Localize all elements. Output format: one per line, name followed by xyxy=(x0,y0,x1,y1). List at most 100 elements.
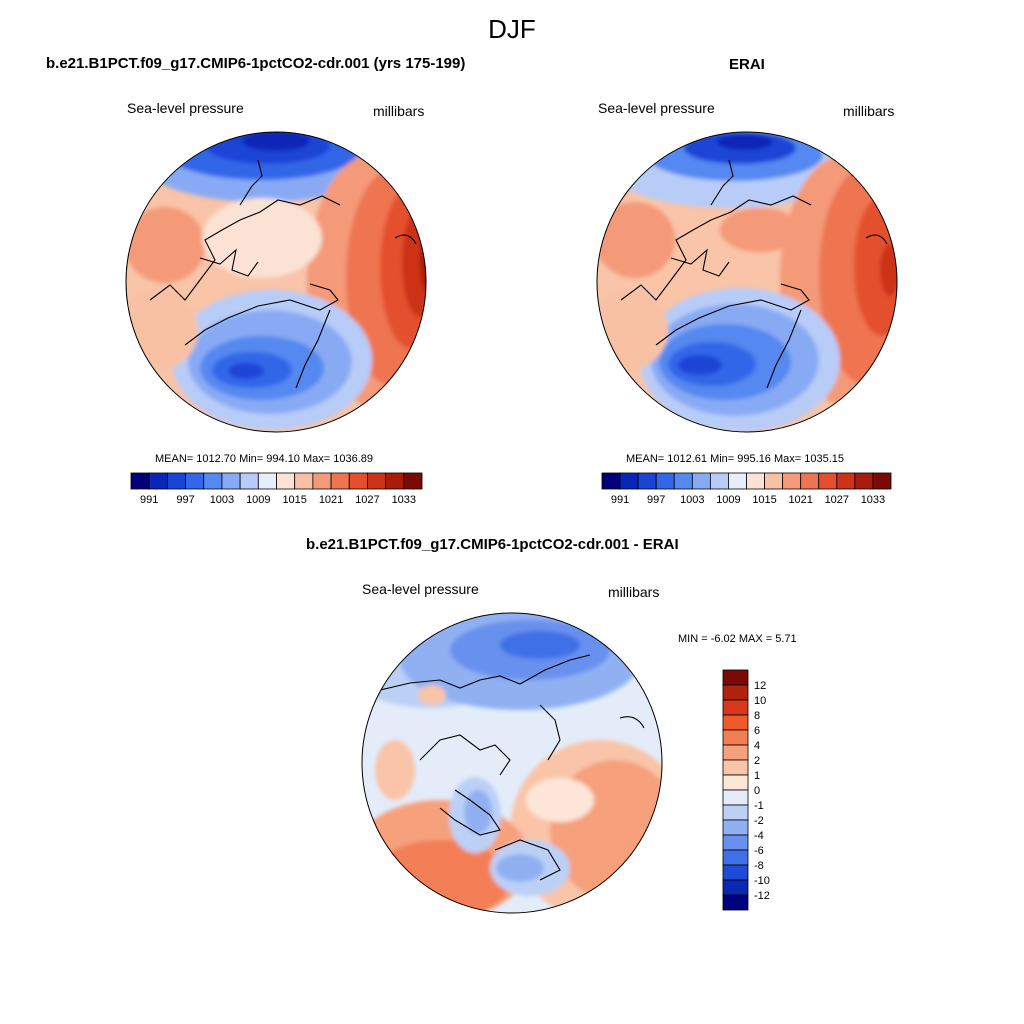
colorbar-difference-tick-label: -10 xyxy=(754,875,770,887)
colorbar-erai-swatch xyxy=(854,472,874,490)
colorbar-difference-tick-label: -12 xyxy=(754,890,770,902)
colorbar-difference-swatch xyxy=(722,789,749,806)
colorbar-model-swatch xyxy=(239,472,259,490)
colorbar-difference-swatch xyxy=(722,849,749,866)
colorbar-difference-swatch xyxy=(722,819,749,836)
colorbar-erai: 991 997 1003 1009 1015 1021 1027 1033 xyxy=(601,472,892,506)
colorbar-difference-swatch xyxy=(722,879,749,896)
colorbar-erai-swatch xyxy=(637,472,657,490)
panel2-left-label: Sea-level pressure xyxy=(598,100,715,116)
colorbar-model-swatch xyxy=(403,472,423,490)
colorbar-difference-tick-label: 4 xyxy=(754,740,760,752)
colorbar-difference-swatch xyxy=(722,804,749,821)
colorbar-erai-tick-label: 1027 xyxy=(825,494,849,506)
panel3-title: b.e21.B1PCT.f09_g17.CMIP6-1pctCO2-cdr.00… xyxy=(306,536,679,553)
colorbar-erai-tick-label: 1009 xyxy=(716,494,740,506)
polar-map-difference xyxy=(362,613,662,913)
colorbar-erai-swatch xyxy=(872,472,892,490)
colorbar-difference-swatch xyxy=(722,774,749,791)
polar-map-erai xyxy=(597,132,897,432)
colorbar-model-tick-label: 1003 xyxy=(210,494,234,506)
panel2-stats: MEAN= 1012.61 Min= 995.16 Max= 1035.15 xyxy=(626,453,845,465)
colorbar-difference-tick-label: 1 xyxy=(754,770,760,782)
colorbar-erai-tick-label: 997 xyxy=(647,494,665,506)
colorbar-erai-swatch xyxy=(709,472,729,490)
colorbar-erai-swatch xyxy=(764,472,784,490)
colorbar-model-swatch xyxy=(312,472,332,490)
colorbar-erai-swatch xyxy=(619,472,639,490)
colorbar-model-tick-label: 1015 xyxy=(282,494,306,506)
colorbar-difference-swatch xyxy=(722,744,749,761)
colorbar-erai-swatch xyxy=(782,472,802,490)
colorbar-difference-swatch xyxy=(722,699,749,716)
colorbar-difference-swatch xyxy=(722,834,749,851)
colorbar-model-tick-label: 1009 xyxy=(246,494,270,506)
colorbar-model: 991 997 1003 1009 1015 1021 1027 1033 xyxy=(130,472,423,506)
colorbar-erai-swatch xyxy=(818,472,838,490)
panel3-units: millibars xyxy=(608,584,660,600)
colorbar-difference-tick-label: 2 xyxy=(754,755,760,767)
colorbar-erai-swatch xyxy=(673,472,693,490)
panel1-left-label: Sea-level pressure xyxy=(127,100,244,116)
colorbar-model-swatch xyxy=(330,472,350,490)
colorbar-difference-tick-label: -6 xyxy=(754,845,764,857)
colorbar-difference-tick-label: 12 xyxy=(754,680,766,692)
colorbar-model-swatch xyxy=(203,472,223,490)
colorbar-model-swatch xyxy=(367,472,387,490)
colorbar-erai-tick-label: 991 xyxy=(611,494,629,506)
colorbar-difference-swatch xyxy=(722,684,749,701)
colorbar-erai-swatch xyxy=(800,472,820,490)
colorbar-model-swatch xyxy=(221,472,241,490)
colorbar-erai-swatch xyxy=(655,472,675,490)
colorbar-erai-tick-label: 1033 xyxy=(861,494,885,506)
colorbar-difference-tick-label: -1 xyxy=(754,800,764,812)
map-border-erai xyxy=(596,131,898,433)
colorbar-erai-swatch xyxy=(836,472,856,490)
colorbar-difference-swatch xyxy=(722,894,749,911)
colorbar-difference-swatch xyxy=(722,669,749,686)
panel3-left-label: Sea-level pressure xyxy=(362,581,479,597)
colorbar-model-tick-label: 991 xyxy=(140,494,158,506)
colorbar-model-swatch xyxy=(257,472,277,490)
map-border-model xyxy=(125,131,427,433)
colorbar-difference-tick-label: 8 xyxy=(754,710,760,722)
colorbar-difference-tick-label: 10 xyxy=(754,695,766,707)
colorbar-erai-swatch xyxy=(728,472,747,490)
colorbar-difference-swatch xyxy=(722,729,749,746)
map-border-difference xyxy=(361,612,663,914)
colorbar-difference-tick-label: 6 xyxy=(754,725,760,737)
panel2-units: millibars xyxy=(843,103,895,119)
colorbar-erai-swatch xyxy=(691,472,711,490)
colorbar-model-tick-label: 997 xyxy=(176,494,194,506)
colorbar-erai-tick-label: 1015 xyxy=(752,494,776,506)
polar-map-model xyxy=(126,132,426,432)
colorbar-model-swatch xyxy=(130,472,150,490)
colorbar-difference-tick-label: -8 xyxy=(754,860,764,872)
colorbar-model-swatch xyxy=(294,472,314,490)
colorbar-erai-tick-label: 1021 xyxy=(788,494,812,506)
colorbar-model-swatch xyxy=(348,472,368,490)
colorbar-model-swatch xyxy=(166,472,186,490)
panel2-title: ERAI xyxy=(729,56,765,73)
colorbar-model-swatch xyxy=(148,472,168,490)
colorbar-model-tick-label: 1021 xyxy=(319,494,343,506)
panel1-stats: MEAN= 1012.70 Min= 994.10 Max= 1036.89 xyxy=(155,453,374,465)
colorbar-model-swatch xyxy=(185,472,205,490)
colorbar-difference-swatch xyxy=(722,714,749,731)
colorbar-difference-tick-label: 0 xyxy=(754,785,760,797)
colorbar-difference-swatch xyxy=(722,759,749,776)
colorbar-difference-tick-label: -2 xyxy=(754,815,764,827)
colorbar-erai-swatch xyxy=(746,472,765,490)
colorbar-model-tick-label: 1033 xyxy=(392,494,416,506)
colorbar-erai-swatch xyxy=(601,472,621,490)
colorbar-model-tick-label: 1027 xyxy=(355,494,379,506)
colorbar-erai-tick-label: 1003 xyxy=(680,494,704,506)
colorbar-model-swatch xyxy=(385,472,405,490)
colorbar-difference-tick-label: -4 xyxy=(754,830,764,842)
panel3-stats: MIN = -6.02 MAX = 5.71 xyxy=(678,633,797,645)
colorbar-model-swatch xyxy=(276,472,296,490)
panel1-units: millibars xyxy=(373,103,425,119)
colorbar-difference-swatch xyxy=(722,864,749,881)
